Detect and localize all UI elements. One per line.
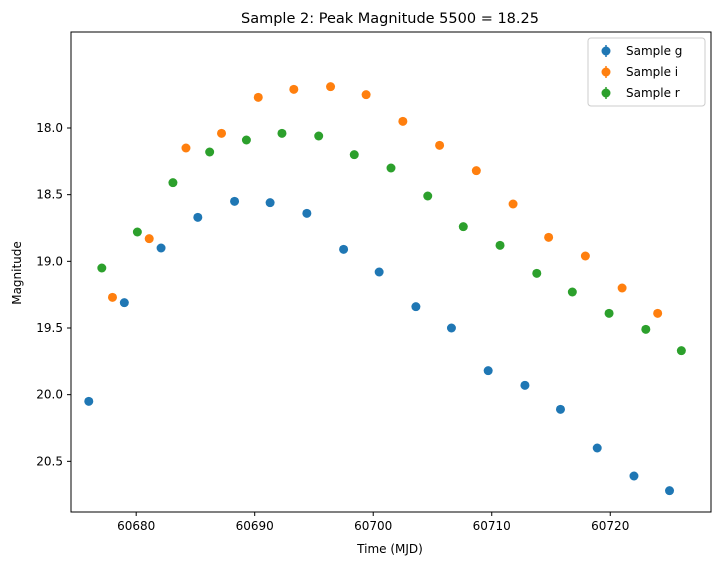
data-point [544, 232, 554, 242]
x-axis: 60680 60690 60700 60710 60720 [117, 512, 629, 533]
y-axis: 18.0 18.5 19.0 19.5 20.0 20.5 [36, 121, 71, 468]
y-axis-title: Magnitude [10, 241, 24, 305]
x-tick-label: 60710 [473, 519, 511, 533]
data-point [168, 178, 178, 188]
data-point [349, 150, 359, 160]
data-point [483, 366, 493, 376]
data-point [617, 283, 627, 293]
data-point [156, 243, 166, 253]
y-tick-label: 19.0 [36, 254, 63, 268]
data-point [629, 471, 639, 481]
x-tick-label: 60680 [117, 519, 155, 533]
data-point [580, 251, 590, 261]
x-tick-label: 60690 [236, 519, 274, 533]
legend-box [587, 37, 706, 107]
y-tick-label: 19.5 [36, 321, 63, 335]
data-point [508, 199, 518, 209]
legend-label: Sample g [626, 44, 682, 58]
data-point [386, 163, 396, 173]
data-point [144, 234, 154, 244]
legend-marker [601, 88, 611, 98]
data-point [84, 396, 94, 406]
data-point [241, 135, 251, 145]
data-point [641, 324, 651, 334]
data-point [132, 227, 142, 237]
legend: Sample g Sample i Sample r [587, 37, 706, 107]
y-tick-label: 18.0 [36, 121, 63, 135]
data-point [181, 143, 191, 153]
legend-marker [601, 46, 611, 56]
data-point [471, 166, 481, 176]
x-tick-label: 60700 [354, 519, 392, 533]
data-point [398, 116, 408, 126]
data-point [97, 263, 107, 273]
legend-marker [601, 67, 611, 77]
y-tick-label: 20.5 [36, 454, 63, 468]
data-point [374, 267, 384, 277]
data-point [302, 208, 312, 218]
data-point [532, 268, 542, 278]
data-point [217, 128, 227, 138]
data-point [339, 244, 349, 254]
data-point [119, 298, 129, 308]
data-point [289, 84, 299, 94]
x-axis-title: Time (MJD) [356, 542, 423, 556]
data-point [205, 147, 215, 157]
data-point [265, 198, 275, 208]
data-point [423, 191, 433, 201]
y-tick-label: 18.5 [36, 188, 63, 202]
axes-frame [70, 31, 712, 513]
data-point [230, 196, 240, 206]
data-point [665, 486, 675, 496]
data-point [435, 140, 445, 150]
data-point [361, 90, 371, 100]
plot-area [70, 31, 712, 513]
data-point [314, 131, 324, 141]
data-point [676, 346, 686, 356]
chart-title: Sample 2: Peak Magnitude 5500 = 18.25 [241, 11, 539, 27]
data-point [604, 308, 614, 318]
data-point [253, 92, 263, 102]
data-point [446, 323, 456, 333]
data-point [458, 222, 468, 232]
data-point [495, 240, 505, 250]
data-point [592, 443, 602, 453]
data-point [567, 287, 577, 297]
data-points [84, 82, 686, 496]
data-point [555, 404, 565, 414]
x-tick-label: 60720 [591, 519, 629, 533]
legend-label: Sample i [626, 65, 678, 79]
data-point [520, 380, 530, 390]
data-point [107, 292, 117, 302]
legend-label: Sample r [626, 86, 680, 100]
data-point [411, 302, 421, 312]
data-point [277, 128, 287, 138]
data-point [193, 212, 203, 222]
data-point [326, 82, 336, 92]
data-point [653, 308, 663, 318]
y-tick-label: 20.0 [36, 388, 63, 402]
